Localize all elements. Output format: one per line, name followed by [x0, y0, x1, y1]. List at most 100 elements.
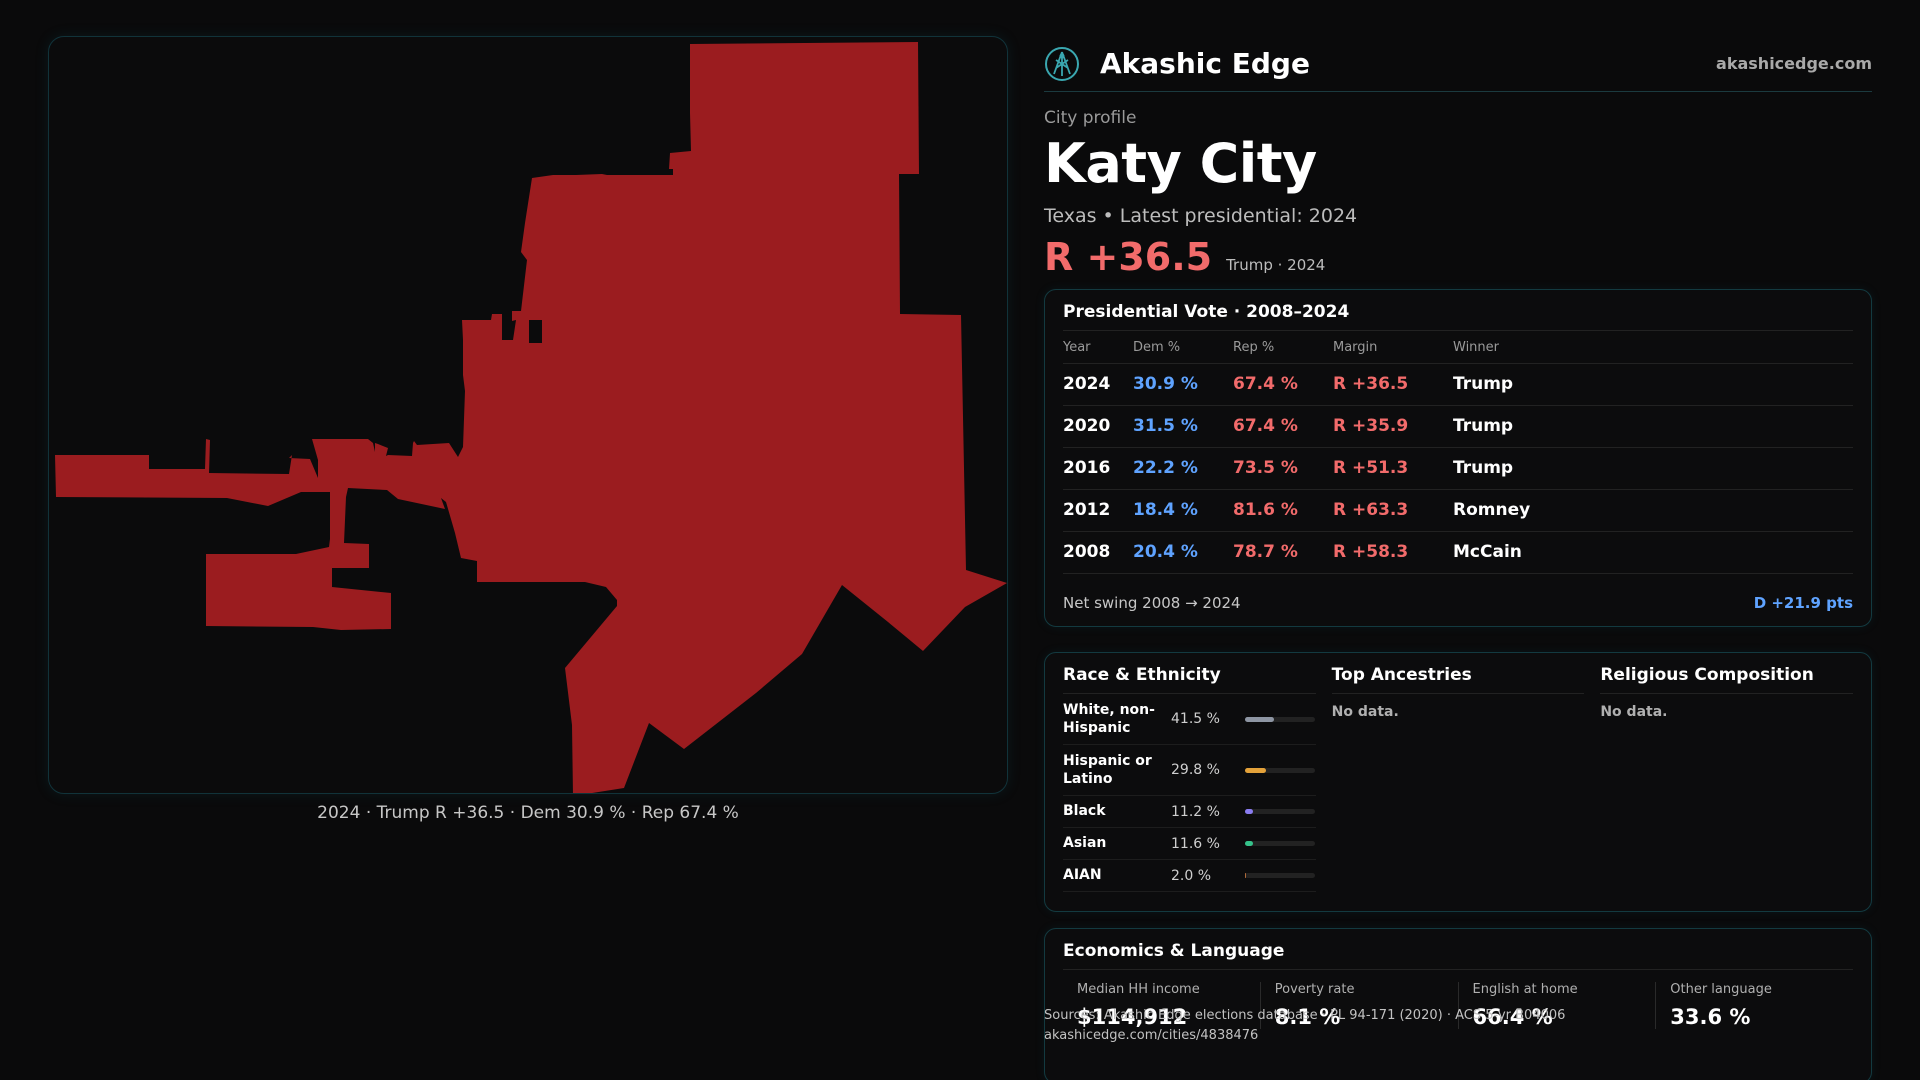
table-row: 2024 30.9 % 67.4 % R +36.5 Trump — [1063, 363, 1853, 406]
row-dem: 20.4 % — [1133, 531, 1233, 574]
row-year: 2012 — [1063, 489, 1133, 532]
religion-title: Religious Composition — [1600, 665, 1854, 694]
row-winner: Trump — [1453, 363, 1853, 406]
source-citation: Sources: Akashic Edge elections database… — [1044, 1008, 1566, 1023]
econ-label: Other language — [1670, 982, 1772, 997]
ancestries-empty: No data. — [1331, 704, 1399, 720]
map-caption: 2024 · Trump R +36.5 · Dem 30.9 % · Rep … — [317, 803, 739, 823]
race-pct: 41.5 % — [1171, 711, 1220, 727]
row-rep: 73.5 % — [1233, 447, 1333, 490]
row-margin: R +51.3 — [1333, 447, 1453, 490]
table-row: 2020 31.5 % 67.4 % R +35.9 Trump — [1063, 405, 1853, 448]
brand-header: Akashic Edge akashicedge.com — [1044, 36, 1872, 92]
row-margin: R +35.9 — [1333, 405, 1453, 448]
row-rep: 81.6 % — [1233, 489, 1333, 532]
source-url-link[interactable]: akashicedge.com/cities/4838476 — [1044, 1028, 1259, 1043]
race-pct: 2.0 % — [1171, 867, 1212, 884]
list-item: Black 11.2 % — [1063, 796, 1316, 828]
econ-value: 33.6 % — [1670, 1005, 1751, 1029]
col-header-dem: Dem % — [1133, 331, 1233, 364]
row-dem: 22.2 % — [1133, 447, 1233, 490]
race-bar-fill — [1245, 841, 1254, 846]
city-map-panel — [48, 36, 1008, 794]
brand-name[interactable]: Akashic Edge — [1100, 47, 1310, 80]
row-dem: 31.5 % — [1133, 405, 1233, 448]
list-item: White, non-Hispanic 41.5 % — [1063, 694, 1316, 745]
demographics-card: Race & Ethnicity White, non-Hispanic 41.… — [1044, 652, 1872, 912]
race-bar-fill — [1245, 809, 1253, 814]
race-bar-fill — [1245, 716, 1275, 722]
row-winner: McCain — [1453, 531, 1853, 574]
brand-url-link[interactable]: akashicedge.com — [1716, 54, 1872, 73]
list-item: Hispanic or Latino 29.8 % — [1063, 745, 1316, 796]
race-list: White, non-Hispanic 41.5 % Hispanic or L… — [1063, 694, 1316, 892]
race-bar — [1245, 767, 1315, 773]
row-margin: R +58.3 — [1333, 531, 1453, 574]
race-name: AIAN — [1063, 867, 1102, 884]
religion-section: Religious Composition No data. — [1600, 665, 1854, 899]
row-year: 2020 — [1063, 405, 1133, 448]
city-boundary-map — [55, 42, 1007, 793]
race-pct: 11.2 % — [1171, 803, 1220, 820]
race-bar — [1245, 873, 1315, 878]
row-year: 2024 — [1063, 363, 1133, 406]
source-footer: Sources: Akashic Edge elections database… — [1044, 1006, 1565, 1046]
headline-meta: Trump · 2024 — [1226, 256, 1326, 275]
list-item: Asian 11.6 % — [1063, 828, 1316, 860]
col-header-winner: Winner — [1453, 331, 1853, 364]
religion-empty: No data. — [1600, 704, 1668, 720]
net-swing-label: Net swing 2008 → 2024 — [1063, 594, 1241, 613]
vote-table: Year Dem % Rep % Margin Winner 2024 30.9… — [1063, 331, 1853, 574]
economics-grid: Median HH income $114,912 Poverty rate 8… — [1063, 982, 1853, 1029]
page-eyebrow: City profile — [1044, 108, 1137, 128]
headline-margin: R +36.5 — [1044, 235, 1213, 280]
ancestries-title: Top Ancestries — [1331, 665, 1585, 694]
race-name: Black — [1063, 803, 1106, 820]
net-swing-value: D +21.9 pts — [1753, 594, 1853, 613]
economics-card: Economics & Language Median HH income $1… — [1044, 928, 1872, 1080]
race-title: Race & Ethnicity — [1063, 665, 1316, 694]
vote-card-title: Presidential Vote · 2008–2024 — [1063, 302, 1853, 332]
page-title: Katy City — [1044, 132, 1317, 195]
race-pct: 11.6 % — [1171, 835, 1220, 852]
col-header-rep: Rep % — [1233, 331, 1333, 364]
econ-cell-other-language: Other language 33.6 % — [1655, 982, 1853, 1029]
table-row: 2008 20.4 % 78.7 % R +58.3 McCain — [1063, 531, 1853, 574]
race-name: Asian — [1063, 835, 1107, 852]
col-header-margin: Margin — [1333, 331, 1453, 364]
row-rep: 67.4 % — [1233, 405, 1333, 448]
econ-cell-income: Median HH income $114,912 — [1063, 982, 1260, 1029]
brand-logo-icon[interactable] — [1044, 46, 1080, 82]
econ-value: 8.1 % — [1274, 1005, 1341, 1029]
row-dem: 18.4 % — [1133, 489, 1233, 532]
row-rep: 67.4 % — [1233, 363, 1333, 406]
row-margin: R +36.5 — [1333, 363, 1453, 406]
econ-cell-poverty: Poverty rate 8.1 % — [1259, 982, 1458, 1029]
race-name: White, non-Hispanic — [1063, 701, 1155, 736]
race-ethnicity-section: Race & Ethnicity White, non-Hispanic 41.… — [1063, 665, 1316, 899]
page-subtitle: Texas • Latest presidential: 2024 — [1044, 205, 1358, 228]
table-row: 2012 18.4 % 81.6 % R +63.3 Romney — [1063, 489, 1853, 532]
row-year: 2016 — [1063, 447, 1133, 490]
ancestries-section: Top Ancestries No data. — [1331, 665, 1585, 899]
row-margin: R +63.3 — [1333, 489, 1453, 532]
row-dem: 30.9 % — [1133, 363, 1233, 406]
econ-value: 66.4 % — [1472, 1005, 1553, 1029]
city-profile-panel: Akashic Edge akashicedge.com City profil… — [1044, 36, 1872, 1080]
race-pct: 29.8 % — [1171, 762, 1220, 778]
row-winner: Trump — [1453, 405, 1853, 448]
headline-result: R +36.5 Trump · 2024 — [1044, 235, 1872, 279]
row-rep: 78.7 % — [1233, 531, 1333, 574]
race-bar — [1245, 809, 1315, 814]
row-winner: Romney — [1453, 489, 1853, 532]
race-bar-fill — [1245, 873, 1247, 878]
col-header-year: Year — [1063, 331, 1133, 364]
city-boundary-shape — [55, 42, 1007, 793]
econ-cell-english: English at home 66.4 % — [1457, 982, 1656, 1029]
race-bar-fill — [1245, 767, 1266, 773]
vote-table-header: Year Dem % Rep % Margin Winner — [1063, 331, 1853, 364]
economics-title: Economics & Language — [1063, 941, 1853, 970]
econ-label: Poverty rate — [1274, 982, 1355, 997]
row-winner: Trump — [1453, 447, 1853, 490]
race-name: Hispanic or Latino — [1063, 752, 1152, 787]
